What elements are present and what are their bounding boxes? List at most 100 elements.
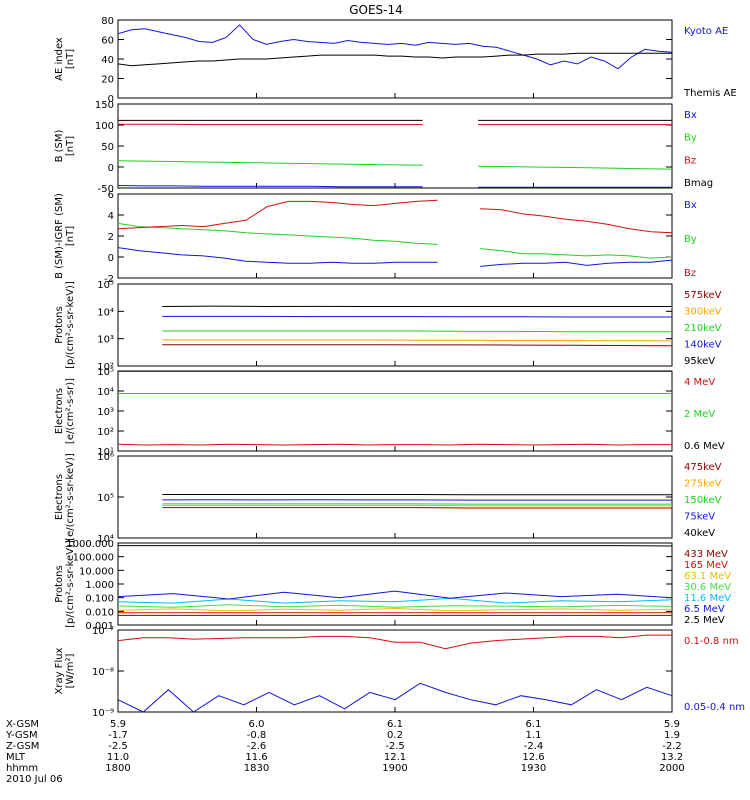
panel-frame xyxy=(117,370,673,452)
series-line-bz xyxy=(117,199,438,230)
footer-value: 1.9 xyxy=(664,730,680,741)
footer-value: 12.1 xyxy=(384,752,406,763)
y-tick-label: 0 xyxy=(108,163,114,174)
footer-value: -2.5 xyxy=(385,741,405,752)
footer-value: -2.2 xyxy=(662,741,682,752)
orbit-footer: X-GSM 5.9 6.0 6.1 6.1 5.9 Y-GSM -1.7 -0.8 0.2 1.1 1… xyxy=(5,719,685,785)
legend-entry: 6.5 MeV xyxy=(684,604,725,615)
y-tick-label: 10⁻⁹ xyxy=(92,708,114,719)
series-line-bx xyxy=(117,185,423,188)
series-line-140kev xyxy=(162,315,672,318)
series-line-by xyxy=(117,222,438,245)
footer-value: 11.0 xyxy=(107,752,129,763)
y-tick-label: 10⁵ xyxy=(97,367,114,378)
y-tick-label: 10¹ xyxy=(97,447,114,458)
footer-value: 11.6 xyxy=(245,752,267,763)
y-axis-label: [e/(cm²-s-sr)] xyxy=(65,378,76,444)
panel-ae: 0 20 40 60 80 AE index [nT] Kyoto AE Themis AE xyxy=(54,16,737,105)
footer-row-label: X-GSM xyxy=(6,719,39,730)
footer-row-label: Y-GSM xyxy=(5,730,38,741)
legend-entry: Bz xyxy=(684,155,696,166)
legend-entry: 2.5 MeV xyxy=(684,615,725,626)
footer-value: -2.4 xyxy=(524,741,544,752)
y-axis-label: Xray Flux xyxy=(54,647,65,694)
legend-entry: 95keV xyxy=(684,356,715,367)
series-line-6-5-mev xyxy=(117,590,673,600)
y-axis-label: [nT] xyxy=(65,226,76,246)
y-tick-label: 2 xyxy=(108,232,114,243)
y-tick-label: 10⁻⁸ xyxy=(92,667,114,678)
legend-entry: 210keV xyxy=(684,323,722,334)
footer-value: 6.1 xyxy=(526,719,542,730)
panel-bsm: -50 0 50 100 150 B (SM) [nT] Bx By Bz Bmag xyxy=(54,100,713,195)
legend-entry: 63.1 MeV xyxy=(684,571,731,582)
series-line-210kev xyxy=(162,330,672,333)
y-tick-label: 10² xyxy=(97,362,114,373)
panel-protons2: 0.001 0.010 0.100 1.000 10.000 100.000 1000.00… xyxy=(54,539,731,632)
series-line-30-6-mev xyxy=(117,604,673,608)
series-line-63-1-mev xyxy=(117,607,673,612)
panel-electrons1: 10¹ 10² 10³ 10⁴ 10⁵ Electrons [e/(cm²-s-sr)] 4 … xyxy=(54,367,725,458)
y-tick-label: 10.000 xyxy=(79,566,114,577)
footer-row-label: Z-GSM xyxy=(6,741,39,752)
legend-entry: By xyxy=(684,133,697,144)
series-line-bz xyxy=(480,208,673,234)
y-tick-label: 20 xyxy=(101,75,114,86)
series-line-575kev xyxy=(162,344,673,347)
y-axis-label: [e/(cm²-s-sr-keV)] xyxy=(65,453,76,541)
legend-entry: Kyoto AE xyxy=(684,26,728,37)
legend-entry: 165 MeV xyxy=(684,560,728,571)
y-tick-label: 0 xyxy=(108,253,114,264)
footer-value: 12.6 xyxy=(522,752,544,763)
y-axis-label: [nT] xyxy=(65,49,76,69)
legend-entry: 2 MeV xyxy=(684,409,715,420)
legend-entry: Bx xyxy=(684,200,697,211)
legend-entry: 40keV xyxy=(684,528,715,539)
y-axis-label: AE index xyxy=(54,37,65,81)
y-tick-label: 150 xyxy=(95,100,114,111)
y-tick-label: 100.000 xyxy=(73,553,114,564)
footer-value: 1.1 xyxy=(526,730,542,741)
y-axis-label: [p/(cm²-s-sr-keV)] xyxy=(65,281,76,369)
y-tick-label: -50 xyxy=(98,184,114,195)
y-tick-label: 4 xyxy=(108,211,114,222)
panel-protons1: 10² 10³ 10⁴ 10⁵ Protons [p/(cm²-s-sr-keV)] 575… xyxy=(54,280,722,373)
y-axis-label: Electrons xyxy=(54,388,65,434)
y-tick-label: 50 xyxy=(101,142,114,153)
series-line-11-6-mev xyxy=(117,597,673,604)
y-axis-label: [W/m²] xyxy=(65,653,76,688)
legend-entry: Bx xyxy=(684,110,697,121)
y-axis-label: Protons xyxy=(54,565,65,602)
footer-value: 1900 xyxy=(382,763,407,774)
y-tick-label: 10³ xyxy=(97,335,114,346)
series-line-by xyxy=(478,165,673,170)
y-tick-label: 40 xyxy=(101,55,114,66)
y-axis-label: [p/(cm²-s-sr-keV)] xyxy=(65,540,76,628)
footer-value: 1800 xyxy=(105,763,130,774)
y-tick-label: 100 xyxy=(95,121,114,132)
y-axis-label: B (SM) xyxy=(54,129,65,162)
legend-entry: 300keV xyxy=(684,307,722,318)
panel-frame xyxy=(117,455,673,539)
y-tick-label: 0 xyxy=(108,94,114,105)
legend-entry: 140keV xyxy=(684,340,722,351)
y-tick-label: 0.010 xyxy=(85,607,114,618)
panel-frame xyxy=(117,103,673,189)
footer-row-label: hhmm xyxy=(6,763,38,774)
y-axis-label: B (SM)-IGRF (SM) xyxy=(54,193,65,279)
y-axis-label: Electrons xyxy=(54,474,65,520)
footer-row-label: MLT xyxy=(6,752,26,763)
legend-entry: 11.6 MeV xyxy=(684,593,731,604)
y-tick-label: 10⁻⁷ xyxy=(92,626,114,637)
y-axis-label: Protons xyxy=(54,306,65,343)
series-line-by xyxy=(480,248,673,259)
series-line-by xyxy=(117,160,423,166)
series-line-300kev xyxy=(162,339,673,342)
footer-value: -0.8 xyxy=(247,730,267,741)
y-tick-label: 80 xyxy=(101,16,114,27)
legend-entry: 575keV xyxy=(684,290,722,301)
y-tick-label: 10³ xyxy=(97,407,114,418)
y-tick-label: 0.100 xyxy=(85,594,114,605)
footer-value: 6.1 xyxy=(387,719,403,730)
